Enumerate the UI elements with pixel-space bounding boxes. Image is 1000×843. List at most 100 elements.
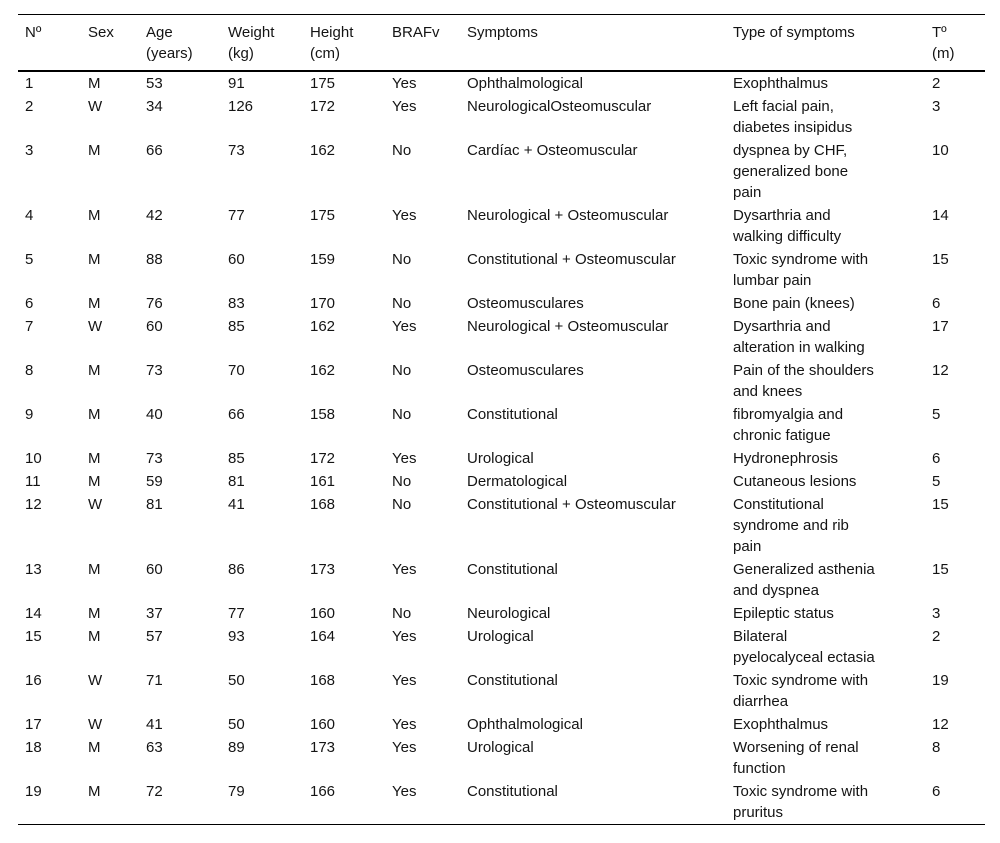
cell-height-cm: 175 <box>310 207 336 224</box>
cell-t-months: 15 <box>932 496 949 513</box>
cell-age-years: 72 <box>146 783 163 800</box>
cell-sex: M <box>88 473 101 490</box>
cell-sex: W <box>88 98 103 115</box>
cell-symptoms: Ophthalmological <box>467 75 583 92</box>
table-row: 14 M 37 77 160 No Neurological Epileptic status… <box>18 602 985 625</box>
cell-brafv: Yes <box>392 75 417 92</box>
table-row: 19 M 72 79 166 Yes Constitutional Toxic syndrom… <box>18 780 985 825</box>
cell-brafv: Yes <box>392 739 417 756</box>
cell-height-cm: 173 <box>310 561 336 578</box>
cell-sex: M <box>88 295 101 312</box>
cell-height-cm: 162 <box>310 142 336 159</box>
cell-age-years: 37 <box>146 605 163 622</box>
cell-height-cm: 161 <box>310 473 336 490</box>
table-header-row: Nº Sex Age (years) Weight (kg) Height (cm) BRAFv… <box>18 15 985 72</box>
cell-t-months: 6 <box>932 450 941 467</box>
cell-sex: M <box>88 605 101 622</box>
table-row: 12 W 81 41 168 No Constitutional + Osteomuscul… <box>18 493 985 558</box>
cell-height-cm: 164 <box>310 628 336 645</box>
cell-height-cm: 170 <box>310 295 336 312</box>
cell-age-years: 73 <box>146 362 163 379</box>
cell-height-cm: 159 <box>310 251 336 268</box>
cell-sex: M <box>88 628 101 645</box>
cell-age-years: 34 <box>146 98 163 115</box>
cell-type-of-symptoms: Dysarthria and walking difficulty <box>733 207 842 245</box>
cell-height-cm: 168 <box>310 672 336 689</box>
cell-age-years: 41 <box>146 716 163 733</box>
cell-t-months: 5 <box>932 473 941 490</box>
table-row: 13 M 60 86 173 Yes Constitutional Generalized a… <box>18 558 985 602</box>
cell-weight-kg: 73 <box>228 142 245 159</box>
column-header-age-years: Age (years) <box>139 15 221 72</box>
cell-brafv: Yes <box>392 672 417 689</box>
cell-number: 18 <box>25 739 42 756</box>
cell-number: 10 <box>25 450 42 467</box>
cell-brafv: Yes <box>392 318 417 335</box>
cell-t-months: 8 <box>932 739 941 756</box>
cell-weight-kg: 85 <box>228 318 245 335</box>
column-header-label: Weight <box>228 24 275 41</box>
cell-height-cm: 172 <box>310 450 336 467</box>
cell-symptoms: Urological <box>467 739 534 756</box>
cell-type-of-symptoms: Generalized asthenia and dyspnea <box>733 561 875 599</box>
cell-number: 19 <box>25 783 42 800</box>
cell-weight-kg: 126 <box>228 98 254 115</box>
cell-type-of-symptoms: Pain of the shoulders and knees <box>733 362 874 400</box>
column-header-height-cm: Height (cm) <box>303 15 385 72</box>
cell-type-of-symptoms: fibromyalgia and chronic fatigue <box>733 406 844 444</box>
cell-type-of-symptoms: Left facial pain, diabetes insipidus <box>733 98 853 136</box>
table-body: 1 M 53 91 175 Yes Ophthalmological Exophthalmus… <box>18 71 985 825</box>
cell-type-of-symptoms: Toxic syndrome with pruritus <box>733 783 869 821</box>
cell-type-of-symptoms: Constitutional syndrome and rib pain <box>733 496 849 555</box>
cell-t-months: 17 <box>932 318 949 335</box>
cell-weight-kg: 81 <box>228 473 245 490</box>
cell-brafv: No <box>392 473 412 490</box>
column-header-unit: (cm) <box>310 45 340 62</box>
cell-symptoms: Constitutional <box>467 406 558 423</box>
table-row: 15 M 57 93 164 Yes Urological Bilateral pyeloca… <box>18 625 985 669</box>
cell-t-months: 15 <box>932 561 949 578</box>
cell-age-years: 59 <box>146 473 163 490</box>
cell-brafv: Yes <box>392 716 417 733</box>
cell-weight-kg: 60 <box>228 251 245 268</box>
cell-age-years: 60 <box>146 318 163 335</box>
cell-t-months: 2 <box>932 75 941 92</box>
cell-symptoms: Cardíac + Osteomuscular <box>467 142 638 159</box>
cell-number: 11 <box>25 473 41 490</box>
cell-sex: M <box>88 783 101 800</box>
column-header-label: Symptoms <box>467 24 538 41</box>
cell-weight-kg: 77 <box>228 605 245 622</box>
table-row: 16 W 71 50 168 Yes Constitutional Toxic syndrom… <box>18 669 985 713</box>
cell-brafv: Yes <box>392 628 417 645</box>
cell-weight-kg: 91 <box>228 75 245 92</box>
cell-symptoms: Constitutional + Osteomuscular <box>467 496 676 513</box>
cell-number: 15 <box>25 628 42 645</box>
table-row: 6 M 76 83 170 No Osteomusculares Bone pain (kne… <box>18 292 985 315</box>
cell-weight-kg: 41 <box>228 496 245 513</box>
cell-sex: M <box>88 142 101 159</box>
cell-symptoms: Urological <box>467 450 534 467</box>
cell-brafv: No <box>392 406 412 423</box>
table-row: 1 M 53 91 175 Yes Ophthalmological Exophthalmus… <box>18 71 985 95</box>
cell-number: 8 <box>25 362 34 379</box>
table-row: 9 M 40 66 158 No Constitutional fibromyalgia an… <box>18 403 985 447</box>
column-header-weight-kg: Weight (kg) <box>221 15 303 72</box>
cell-type-of-symptoms: Worsening of renal function <box>733 739 859 777</box>
table-header: Nº Sex Age (years) Weight (kg) Height (cm) BRAFv… <box>18 15 985 72</box>
cell-type-of-symptoms: Cutaneous lesions <box>733 473 857 490</box>
column-header-sex: Sex <box>81 15 139 72</box>
table-row: 18 M 63 89 173 Yes Urological Worsening of rena… <box>18 736 985 780</box>
cell-weight-kg: 85 <box>228 450 245 467</box>
cell-t-months: 19 <box>932 672 949 689</box>
table-row: 8 M 73 70 162 No Osteomusculares Pain of the sh… <box>18 359 985 403</box>
cell-type-of-symptoms: Epileptic status <box>733 605 834 622</box>
table-row: 2 W 34 126 172 Yes NeurologicalOsteomuscular Le… <box>18 95 985 139</box>
cell-weight-kg: 66 <box>228 406 245 423</box>
cell-number: 1 <box>25 75 34 92</box>
table-row: 3 M 66 73 162 No Cardíac + Osteomuscular dyspne… <box>18 139 985 204</box>
cell-type-of-symptoms: Toxic syndrome with lumbar pain <box>733 251 869 289</box>
cell-brafv: Yes <box>392 98 417 115</box>
cell-t-months: 12 <box>932 362 949 379</box>
cell-weight-kg: 93 <box>228 628 245 645</box>
